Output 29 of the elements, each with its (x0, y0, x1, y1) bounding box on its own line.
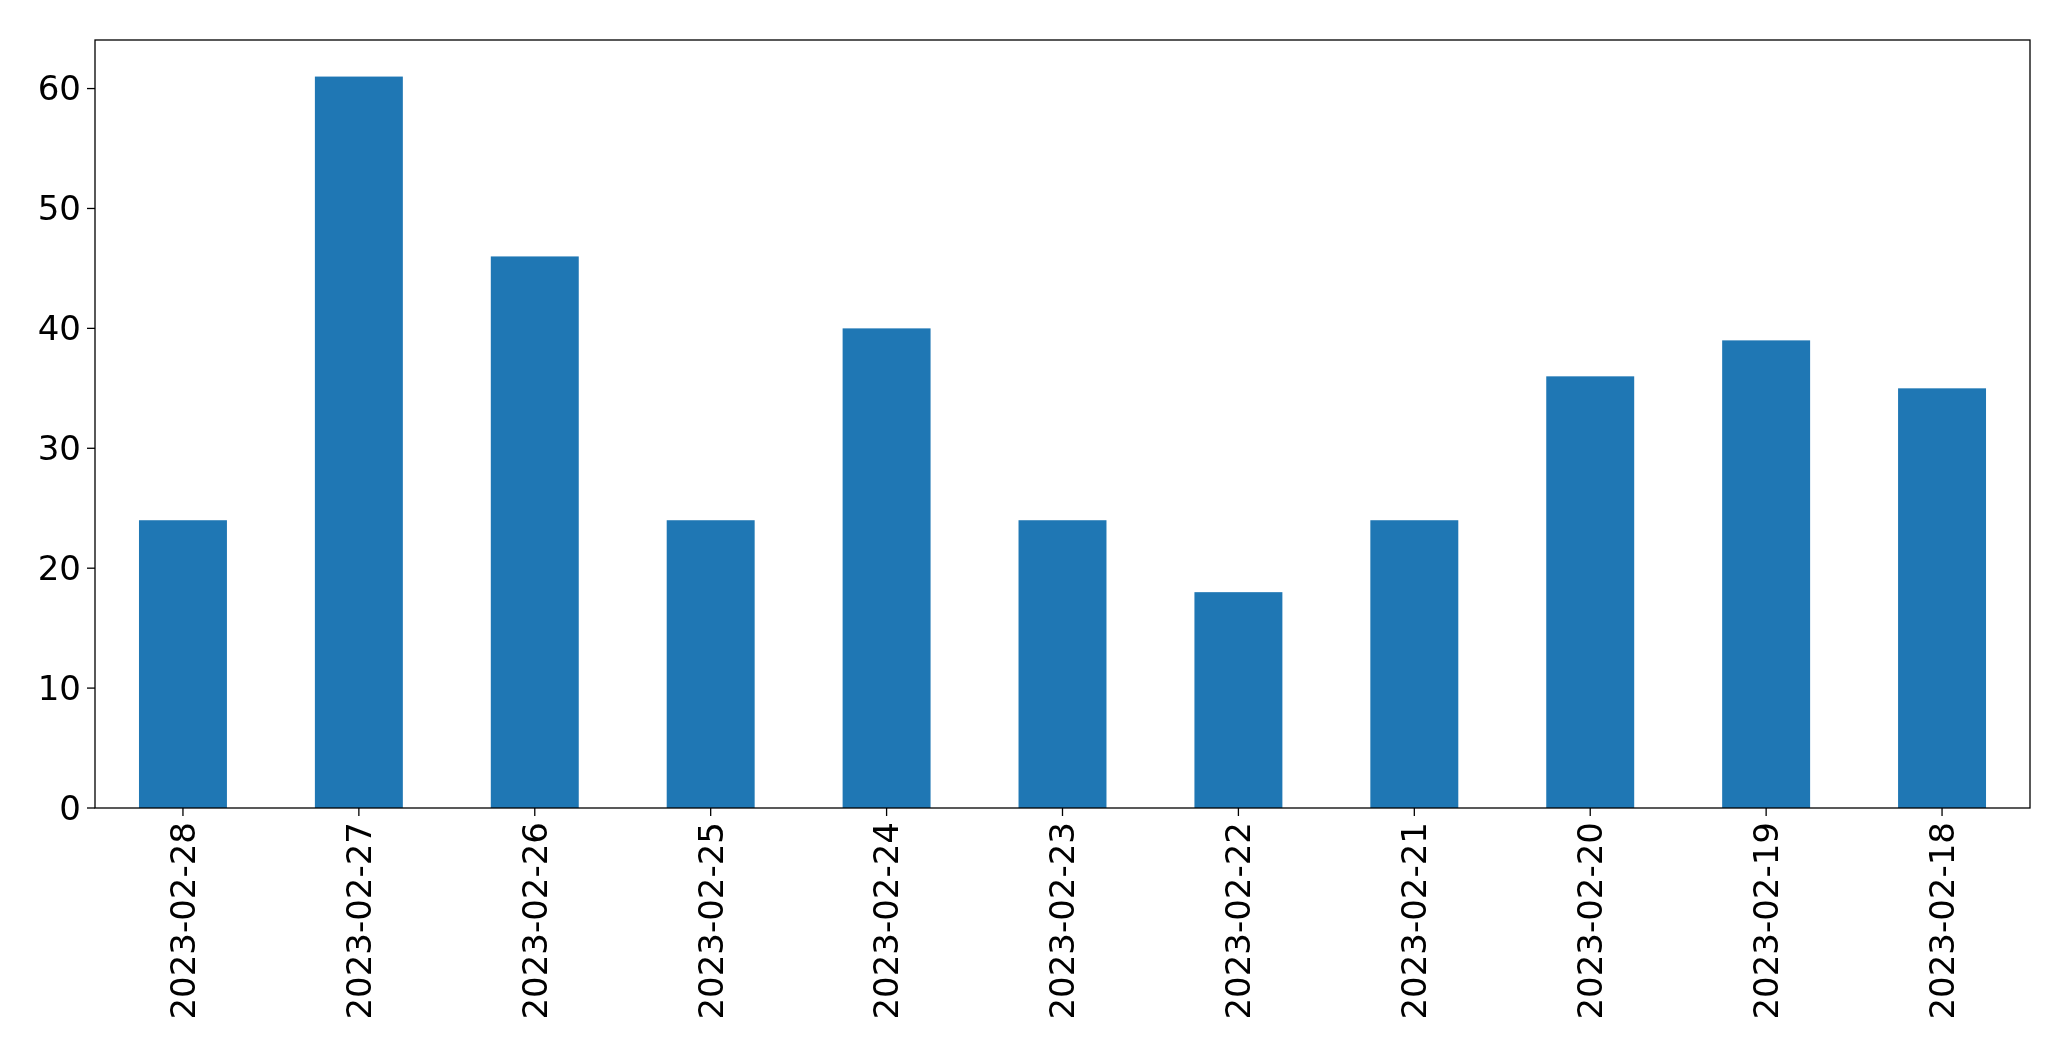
y-tick-label: 0 (59, 787, 81, 828)
bar (842, 328, 931, 808)
bar (1194, 592, 1283, 808)
y-tick-label: 60 (37, 68, 81, 109)
bar (1722, 340, 1811, 808)
bar (1018, 520, 1107, 808)
y-tick-label: 50 (37, 188, 81, 229)
x-tick-label: 2023-02-28 (162, 822, 203, 1020)
y-tick-label: 10 (37, 667, 81, 708)
bar (1546, 376, 1635, 808)
x-tick-label: 2023-02-26 (514, 822, 555, 1020)
bar (1898, 388, 1987, 808)
x-tick-label: 2023-02-23 (1042, 822, 1083, 1020)
x-tick-label: 2023-02-24 (866, 822, 907, 1020)
x-tick-label: 2023-02-21 (1394, 822, 1435, 1020)
x-tick-label: 2023-02-20 (1570, 822, 1611, 1020)
bar (1370, 520, 1459, 808)
y-tick-label: 40 (37, 308, 81, 349)
x-tick-label: 2023-02-19 (1746, 822, 1787, 1020)
x-tick-label: 2023-02-27 (338, 822, 379, 1020)
x-tick-label: 2023-02-18 (1921, 822, 1962, 1020)
bar (138, 520, 227, 808)
bar (666, 520, 755, 808)
bar (314, 76, 403, 808)
x-tick-label: 2023-02-25 (690, 822, 731, 1020)
y-tick-label: 30 (37, 428, 81, 469)
bar (490, 256, 579, 808)
x-tick-label: 2023-02-22 (1218, 822, 1259, 1020)
y-tick-label: 20 (37, 548, 81, 589)
